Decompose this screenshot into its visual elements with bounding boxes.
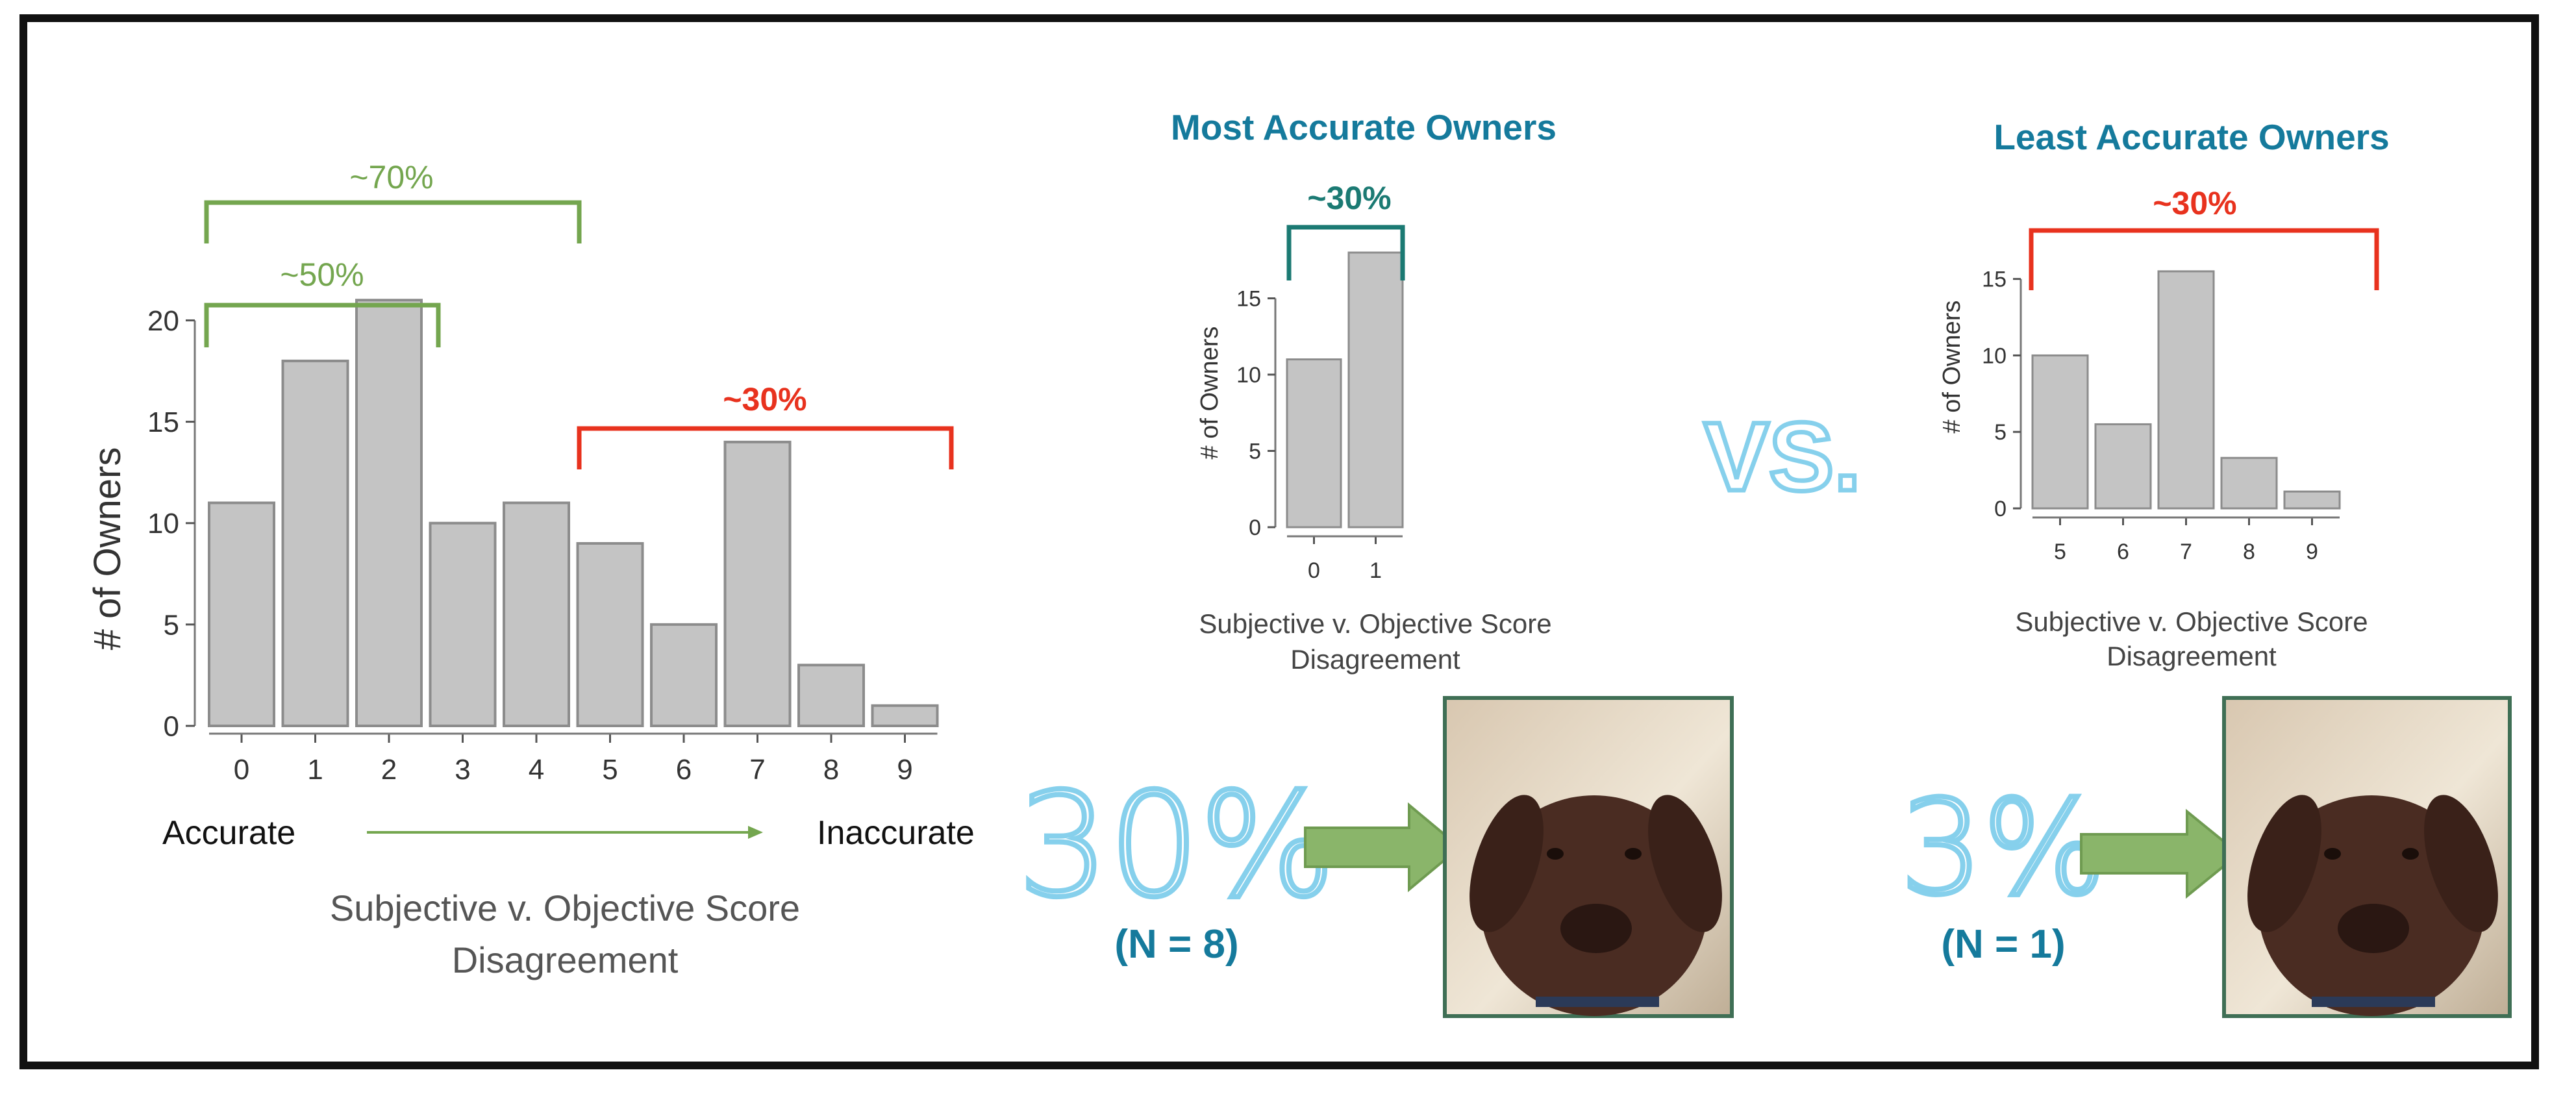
dog-photo-right — [2222, 696, 2512, 1018]
y-tick-label: 5 — [164, 609, 179, 641]
x-tick-label: 9 — [2306, 540, 2318, 564]
bar-5 — [576, 541, 644, 727]
slide-frame — [19, 14, 2539, 1069]
bar-0 — [208, 501, 275, 727]
bar-7 — [723, 440, 792, 727]
x-tick-label: 7 — [2180, 540, 2192, 564]
x-tick-label: 0 — [234, 754, 249, 786]
x-tick-label: 0 — [1308, 558, 1320, 583]
bar-8 — [797, 664, 865, 728]
bar-3 — [429, 521, 497, 728]
y-tick-label: 15 — [1236, 286, 1261, 311]
bar-6 — [650, 623, 718, 728]
right-arrow-icon — [1304, 802, 1462, 893]
annotation-70: ~70% — [349, 159, 433, 195]
y-tick-label: 5 — [1994, 420, 2007, 445]
right-x-ticks: 5 6 7 8 9 — [2032, 516, 2340, 564]
bar-7 — [2157, 270, 2215, 510]
left-histogram: 0 5 10 15 20 0 1 2 3 4 5 6 7 8 9 # of Owners Subjecti… — [86, 159, 975, 980]
right-y-ticks: 0 5 10 15 — [1982, 267, 2022, 521]
x-tick-label: 6 — [676, 754, 692, 786]
left-y-axis-label: # of Owners — [86, 447, 129, 651]
x-tick-label: 1 — [307, 754, 323, 786]
x-tick-label: 1 — [1369, 558, 1382, 583]
x-tick-label: 4 — [529, 754, 544, 786]
vs-label: VS. — [1704, 402, 1861, 511]
left-x-ticks: 0 1 2 3 4 5 6 7 8 9 — [209, 732, 938, 786]
annotation-30-left: ~30% — [723, 381, 807, 417]
bar-9 — [2283, 490, 2341, 510]
accuracy-arrow-icon — [367, 826, 763, 839]
bar-4 — [503, 501, 570, 727]
big-percent-3: 3% — [1900, 773, 2106, 924]
big-percent-30: 30% — [1018, 762, 1336, 928]
x-tick-label: 6 — [2117, 540, 2129, 564]
y-tick-label: 10 — [1982, 343, 2007, 368]
x-tick-label: 5 — [2054, 540, 2066, 564]
bracket-30-right-icon — [2029, 228, 2379, 290]
annotation-30-mid: ~30% — [1307, 180, 1391, 216]
least-accurate-histogram: Least Accurate Owners 0 5 10 15 5 6 7 8 9 # of … — [1938, 117, 2390, 671]
n-label-1: (N = 1) — [1941, 922, 2065, 967]
bar-8 — [2220, 456, 2278, 510]
left-bars — [208, 299, 939, 728]
y-tick-label: 0 — [164, 710, 179, 742]
left-x-axis-label-line2: Disagreement — [452, 939, 679, 980]
x-tick-label: 5 — [602, 754, 618, 786]
annotation-30-right: ~30% — [2153, 185, 2236, 221]
inaccurate-label: Inaccurate — [817, 814, 975, 852]
mid-y-ticks: 0 5 10 15 — [1236, 286, 1277, 540]
bar-1 — [281, 359, 349, 727]
x-tick-label: 8 — [2243, 540, 2255, 564]
left-y-ticks: 0 5 10 15 20 — [147, 305, 196, 742]
bar-2 — [355, 299, 423, 727]
left-x-axis-label-line1: Subjective v. Objective Score — [330, 888, 800, 928]
right-arrow-icon-2 — [2080, 808, 2242, 899]
bar-0 — [1286, 358, 1342, 528]
x-tick-label: 3 — [455, 754, 470, 786]
most-accurate-title: Most Accurate Owners — [1171, 107, 1557, 147]
y-tick-label: 15 — [1982, 267, 2007, 292]
right-x-axis-label-line1: Subjective v. Objective Score — [2015, 606, 2368, 637]
bar-6 — [2094, 423, 2152, 510]
mid-x-axis-label-line2: Disagreement — [1290, 644, 1460, 675]
mid-y-axis-label: # of Owners — [1196, 327, 1223, 460]
mid-bars — [1286, 251, 1404, 528]
annotation-50: ~50% — [280, 256, 364, 293]
y-tick-label: 15 — [147, 406, 179, 438]
y-tick-label: 10 — [147, 508, 179, 540]
right-y-axis-label: # of Owners — [1938, 301, 1966, 434]
y-tick-label: 0 — [1249, 516, 1261, 540]
bar-1 — [1347, 251, 1404, 528]
n-label-8: (N = 8) — [1114, 922, 1238, 967]
right-x-axis-label-line2: Disagreement — [2107, 641, 2277, 671]
x-tick-label: 9 — [897, 754, 912, 786]
least-accurate-title: Least Accurate Owners — [1994, 117, 2389, 157]
accurate-label: Accurate — [162, 814, 295, 852]
bracket-30-mid-icon — [1286, 225, 1405, 280]
bracket-70-icon — [204, 200, 582, 243]
x-tick-label: 8 — [823, 754, 839, 786]
y-tick-label: 20 — [147, 305, 179, 337]
dog-photo-mid — [1443, 696, 1734, 1018]
bracket-50-icon — [204, 303, 441, 347]
bar-5 — [2031, 354, 2089, 510]
bar-9 — [871, 704, 939, 727]
x-tick-label: 7 — [749, 754, 765, 786]
y-tick-label: 10 — [1236, 363, 1261, 388]
bracket-30-left-icon — [577, 426, 954, 469]
y-tick-label: 0 — [1994, 497, 2007, 521]
mid-x-axis-label-line1: Subjective v. Objective Score — [1199, 608, 1551, 639]
y-tick-label: 5 — [1249, 439, 1261, 464]
x-tick-label: 2 — [381, 754, 397, 786]
right-bars — [2031, 270, 2341, 510]
